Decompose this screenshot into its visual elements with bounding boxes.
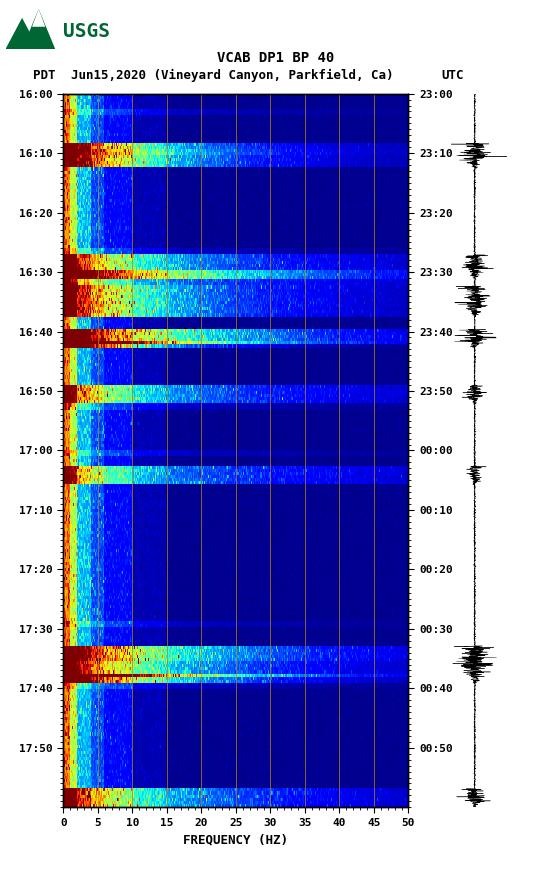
Text: VCAB DP1 BP 40: VCAB DP1 BP 40 <box>217 51 335 65</box>
Polygon shape <box>22 9 55 49</box>
X-axis label: FREQUENCY (HZ): FREQUENCY (HZ) <box>183 833 289 847</box>
Polygon shape <box>32 9 45 27</box>
Text: PDT: PDT <box>33 70 56 82</box>
Text: UTC: UTC <box>442 70 464 82</box>
Polygon shape <box>6 18 39 49</box>
Text: Jun15,2020 (Vineyard Canyon, Parkfield, Ca): Jun15,2020 (Vineyard Canyon, Parkfield, … <box>71 70 393 82</box>
Text: USGS: USGS <box>63 21 110 41</box>
